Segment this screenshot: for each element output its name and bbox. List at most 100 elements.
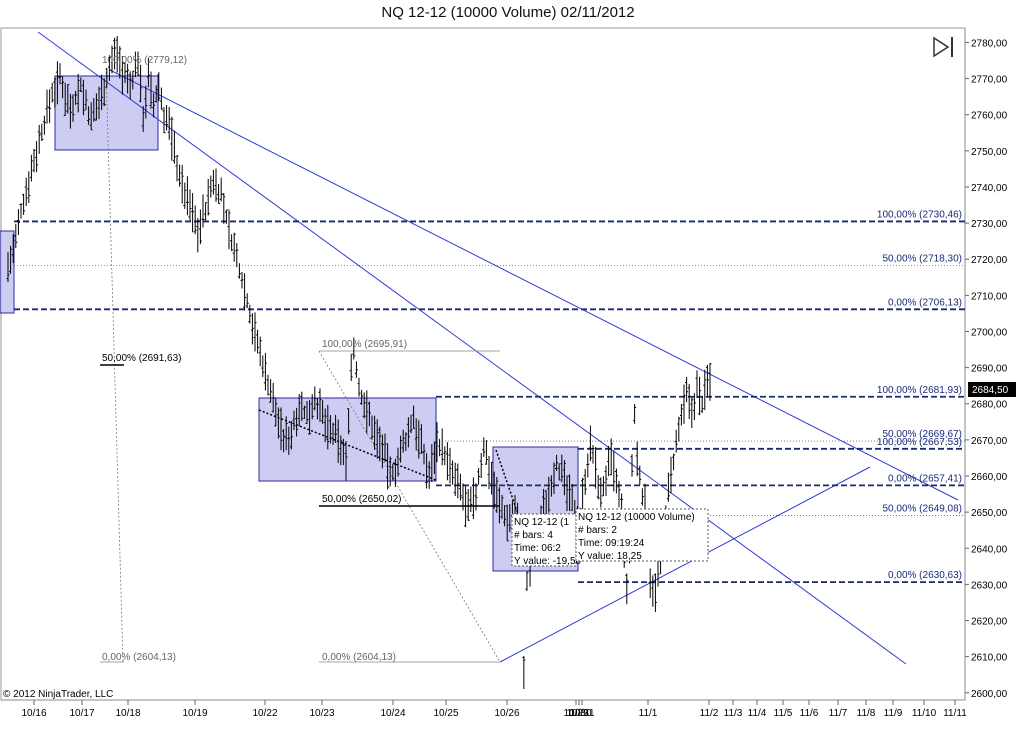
price-bar — [617, 480, 621, 508]
price-bar — [146, 58, 150, 88]
price-bar — [336, 419, 340, 464]
price-bar — [123, 62, 127, 83]
svg-text:# bars: 4: # bars: 4 — [514, 530, 553, 541]
price-bar — [263, 352, 267, 391]
price-bar — [422, 443, 426, 465]
price-bar — [313, 386, 317, 411]
price-bar — [669, 456, 673, 494]
price-bar — [152, 93, 156, 118]
price-bar — [568, 474, 572, 511]
price-bar — [448, 447, 452, 484]
price-bar — [522, 655, 526, 690]
price-bar — [547, 476, 551, 513]
x-tick-label: 11/6 — [800, 708, 819, 719]
fib-level-label: 50,00% (2669,67) — [882, 429, 962, 440]
price-bar — [240, 272, 244, 289]
price-bar — [24, 177, 28, 206]
price-bar — [271, 382, 275, 413]
price-bar — [217, 183, 221, 205]
price-bar — [404, 432, 408, 451]
price-bar — [601, 476, 605, 497]
price-bar — [230, 234, 234, 251]
price-bar — [87, 106, 91, 125]
price-bar — [354, 361, 358, 378]
price-bar — [625, 573, 629, 605]
price-bar — [32, 148, 36, 173]
price-bar — [393, 458, 397, 488]
price-bar — [469, 486, 473, 512]
price-bar — [188, 189, 192, 221]
price-bar — [81, 79, 85, 116]
trend-line-2[interactable] — [109, 69, 959, 501]
trend-line-3[interactable] — [499, 466, 871, 663]
price-bar — [401, 429, 405, 453]
price-bar — [269, 379, 273, 403]
fib-mid-label-100: 100,00% (2695,91) — [322, 339, 407, 350]
price-bar — [609, 438, 613, 476]
price-bar — [339, 435, 343, 466]
fib-level-lines: 100,00% (2730,46) 50,00% (2718,30) 0,00% (… — [14, 209, 965, 584]
scroll-to-end-icon[interactable] — [933, 36, 953, 58]
price-bar — [149, 71, 153, 109]
price-bar — [666, 472, 670, 502]
range-box-2[interactable] — [0, 230, 15, 314]
fib-level-label: 50,00% (2718,30) — [882, 253, 962, 264]
price-bar — [484, 440, 488, 465]
price-bar — [474, 483, 478, 511]
y-tick-label: 2640,00 — [971, 544, 1008, 555]
svg-text:2684,50: 2684,50 — [972, 385, 1009, 396]
price-bar — [425, 453, 429, 489]
price-bar — [63, 82, 67, 116]
price-bar — [16, 209, 20, 235]
price-bar — [367, 401, 371, 427]
measure-tooltip-1: NQ 12-12 (1 # bars: 4 Time: 06:2 Y value… — [511, 513, 582, 567]
price-bar — [321, 400, 325, 424]
price-bar — [323, 408, 327, 443]
price-bar — [334, 414, 338, 443]
price-bar — [131, 70, 135, 90]
svg-text:Y value: -19,50: Y value: -19,50 — [514, 556, 582, 567]
fib-level-label: 0,00% (2657,41) — [888, 473, 962, 484]
price-bar — [406, 417, 410, 448]
price-bar — [508, 503, 512, 533]
price-bar — [266, 374, 270, 396]
fib-level-label: 50,00% (2649,08) — [882, 503, 962, 514]
chart-title: NQ 12-12 (10000 Volume) 02/11/2012 — [381, 4, 635, 21]
price-bar — [607, 445, 611, 477]
x-tick-label: 10/18 — [115, 708, 140, 719]
price-bar — [651, 575, 655, 607]
price-bar — [464, 486, 468, 528]
price-bar — [284, 416, 288, 451]
price-bar — [648, 568, 652, 599]
price-bar — [92, 98, 96, 122]
price-bar — [708, 363, 712, 401]
price-bar — [414, 418, 418, 451]
x-tick-label: 11/2 — [700, 708, 719, 719]
price-bar — [549, 475, 553, 497]
price-bar — [630, 454, 634, 477]
y-tick-label: 2770,00 — [971, 75, 1008, 86]
price-bar — [557, 463, 561, 481]
price-bar — [310, 394, 314, 420]
price-bar — [53, 77, 57, 108]
x-tick-label: 10/26 — [494, 708, 519, 719]
price-bar — [209, 175, 213, 198]
price-bar — [50, 82, 54, 103]
price-bar — [157, 72, 161, 102]
price-bar — [71, 94, 75, 122]
x-tick-label: 11/9 — [884, 708, 903, 719]
copyright-text: © 2012 NinjaTrader, LLC — [3, 689, 113, 700]
x-tick-label: 10/29 — [563, 708, 588, 719]
trend-line-1[interactable] — [37, 31, 907, 665]
price-bar — [97, 86, 101, 120]
price-bar — [35, 141, 39, 173]
price-bar — [386, 443, 390, 490]
price-bar — [136, 51, 140, 76]
price-bar — [248, 304, 252, 324]
price-bar — [45, 89, 49, 124]
price-bar — [365, 390, 369, 434]
price-bar — [412, 405, 416, 429]
price-bar — [552, 462, 556, 495]
range-box-3[interactable] — [258, 397, 437, 482]
